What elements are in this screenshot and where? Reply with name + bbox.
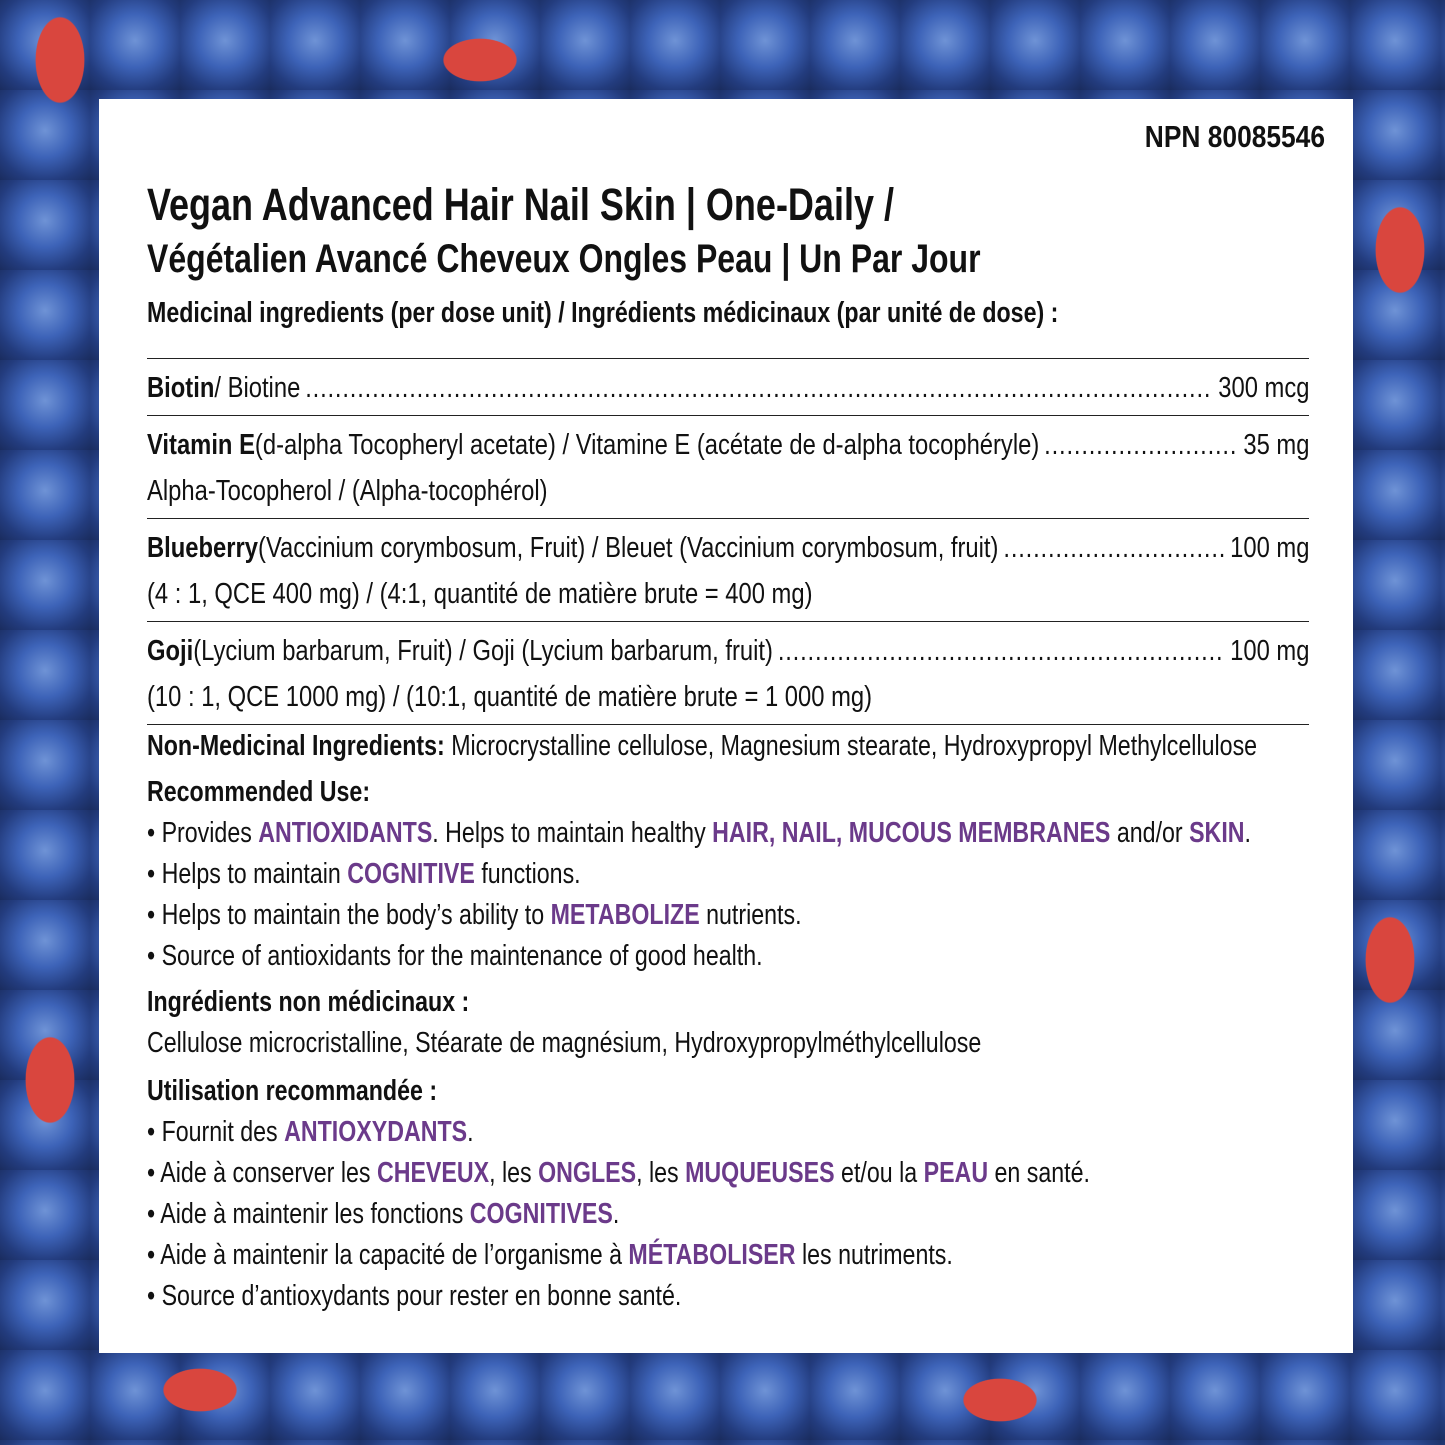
non-medicinal-fr-list: Cellulose microcristalline, Stéarate de …	[147, 1027, 982, 1059]
title-english: Vegan Advanced Hair Nail Skin | One-Dail…	[147, 179, 1309, 231]
bullet-text: . Helps to maintain healthy	[432, 817, 713, 849]
bullet-text: functions.	[474, 858, 581, 890]
ingredient-subline: (4 : 1, QCE 400 mg) / (4:1, quantité de …	[147, 571, 1309, 617]
recommended-list: • Provides ANTIOXIDANTS. Helps to mainta…	[147, 813, 1309, 977]
bullet-text: et/ou la	[834, 1157, 924, 1189]
recommended-bullet: • Aide à maintenir la capacité de l’orga…	[147, 1235, 1309, 1276]
non-medicinal-line: Non-Medicinal Ingredients: Microcrystall…	[147, 726, 1309, 767]
ingredient-line: Vitamin E (d-alpha Tocopheryl acetate) /…	[147, 422, 1309, 468]
recommended-fr-heading: Utilisation recommandée :	[147, 1075, 438, 1107]
bullet-text: and/or	[1110, 817, 1190, 849]
highlight-term: ANTIOXYDANTS	[284, 1116, 468, 1148]
ingredient-row: Blueberry (Vaccinium corymbosum, Fruit) …	[147, 519, 1309, 622]
ingredient-line: Biotin / Biotine 300 mcg	[147, 365, 1309, 411]
ingredient-row: Biotin / Biotine 300 mcg	[147, 359, 1309, 416]
ingredient-subline: (10 : 1, QCE 1000 mg) / (10:1, quantité …	[147, 674, 1309, 720]
recommended-bullet: • Aide à maintenir les fonctions COGNITI…	[147, 1194, 1309, 1235]
non-medicinal-label: Non-Medicinal Ingredients:	[147, 730, 445, 762]
bullet-text: • Aide à maintenir les fonctions	[147, 1198, 470, 1230]
recommended-bullet: • Helps to maintain the body’s ability t…	[147, 895, 1309, 936]
ingredient-subline: Alpha-Tocopherol / (Alpha-tocophérol)	[147, 468, 1309, 514]
ingredient-line-content: Blueberry (Vaccinium corymbosum, Fruit) …	[147, 525, 1309, 571]
highlight-term: ONGLES	[538, 1157, 637, 1189]
highlight-term: CHEVEUX	[376, 1157, 490, 1189]
bullet-text: • Source of antioxidants for the mainten…	[147, 940, 763, 972]
ingredient-line-content: Biotin / Biotine 300 mcg	[147, 365, 1309, 411]
title-french-text: Végétalien Avancé Cheveux Ongles Peau | …	[147, 237, 981, 281]
bullet-text: • Aide à conserver les	[147, 1157, 377, 1189]
highlight-term: COGNITIVE	[347, 858, 475, 890]
ingredient-detail: Alpha-Tocopherol / (Alpha-tocophérol)	[147, 475, 548, 507]
bullet-text: • Source d’antioxydants pour rester en b…	[147, 1280, 682, 1312]
ingredient-name: Biotin	[147, 372, 215, 404]
ingredient-dose: 300 mcg	[1218, 372, 1310, 404]
ingredient-name: Vitamin E	[147, 429, 255, 461]
highlight-term: MÉTABOLISER	[628, 1239, 796, 1271]
highlight-term: ANTIOXIDANTS	[258, 817, 433, 849]
ingredient-line-content: Vitamin E (d-alpha Tocopheryl acetate) /…	[147, 422, 1309, 468]
non-medicinal-list: Microcrystalline cellulose, Magnesium st…	[444, 730, 1258, 762]
bullet-text: nutrients.	[699, 899, 802, 931]
medicinal-heading-text: Medicinal ingredients (per dose unit) / …	[147, 297, 1059, 329]
bullet-text: • Provides	[147, 817, 259, 849]
highlight-term: METABOLIZE	[550, 899, 700, 931]
ingredient-line: Goji (Lycium barbarum, Fruit) / Goji (Ly…	[147, 628, 1309, 674]
ingredient-subline-content: Alpha-Tocopherol / (Alpha-tocophérol)	[147, 468, 1100, 514]
recommended-heading: Recommended Use:	[147, 776, 371, 808]
recommended-bullet: • Source d’antioxydants pour rester en b…	[147, 1276, 1309, 1317]
recommended-bullet: • Aide à conserver les CHEVEUX, les ONGL…	[147, 1153, 1309, 1194]
highlight-term: COGNITIVES	[469, 1198, 613, 1230]
ingredient-subline-content: (4 : 1, QCE 400 mg) / (4:1, quantité de …	[147, 571, 1100, 617]
ingredient-description: (Lycium barbarum, Fruit) / Goji (Lycium …	[193, 635, 773, 667]
ingredient-dose: 100 mg	[1230, 635, 1310, 667]
recommended-bullet: • Helps to maintain COGNITIVE functions.	[147, 854, 1309, 895]
ingredient-row: Vitamin E (d-alpha Tocopheryl acetate) /…	[147, 416, 1309, 519]
bullet-text: .	[612, 1198, 620, 1230]
bullet-text: • Aide à maintenir la capacité de l’orga…	[147, 1239, 629, 1271]
highlight-term: SKIN	[1189, 817, 1245, 849]
ingredient-name: Goji	[147, 635, 194, 667]
recommended-fr-list: • Fournit des ANTIOXYDANTS. • Aide à cons…	[147, 1112, 1309, 1317]
non-medicinal-fr-heading: Ingrédients non médicinaux :	[147, 986, 470, 1018]
bullet-text: .	[1244, 817, 1251, 849]
bullet-text: en santé.	[988, 1157, 1090, 1189]
leader-dots	[778, 628, 1225, 674]
title-english-text: Vegan Advanced Hair Nail Skin | One-Dail…	[147, 179, 894, 230]
bullet-text: , les	[636, 1157, 686, 1189]
ingredient-detail: (4 : 1, QCE 400 mg) / (4:1, quantité de …	[147, 578, 813, 610]
bullet-text: • Helps to maintain	[147, 858, 348, 890]
title-french: Végétalien Avancé Cheveux Ongles Peau | …	[147, 237, 1309, 282]
recommended-bullet: • Provides ANTIOXIDANTS. Helps to mainta…	[147, 813, 1309, 854]
bullet-text: , les	[489, 1157, 539, 1189]
ingredient-description: (Vaccinium corymbosum, Fruit) / Bleuet (…	[258, 532, 999, 564]
ingredient-row: Goji (Lycium barbarum, Fruit) / Goji (Ly…	[147, 622, 1309, 725]
ingredient-detail: (10 : 1, QCE 1000 mg) / (10:1, quantité …	[147, 681, 873, 713]
ingredient-dose: 35 mg	[1243, 429, 1310, 461]
leader-dots	[1003, 525, 1225, 571]
ingredient-subline-content: (10 : 1, QCE 1000 mg) / (10:1, quantité …	[147, 674, 1100, 720]
bullet-text: .	[467, 1116, 474, 1148]
bullet-text: • Helps to maintain the body’s ability t…	[147, 899, 551, 931]
ingredient-sections: Non-Medicinal Ingredients: Microcrystall…	[147, 726, 1309, 1317]
ingredient-line: Blueberry (Vaccinium corymbosum, Fruit) …	[147, 525, 1309, 571]
recommended-bullet: • Fournit des ANTIOXYDANTS.	[147, 1112, 1309, 1153]
bullet-text: • Fournit des	[147, 1116, 285, 1148]
leader-dots	[1044, 422, 1238, 468]
ingredient-name: Blueberry	[147, 532, 259, 564]
ingredient-dose: 100 mg	[1230, 532, 1310, 564]
recommended-bullet: • Source of antioxidants for the mainten…	[147, 936, 1309, 977]
ingredients-table: Biotin / Biotine 300 mcg Vitamin E (d-alph…	[147, 358, 1309, 725]
label-panel: NPN 80085546 Vegan Advanced Hair Nail Sk…	[99, 99, 1353, 1353]
ingredient-description: (d-alpha Tocopheryl acetate) / Vitamine …	[254, 429, 1040, 461]
highlight-term: PEAU	[923, 1157, 989, 1189]
highlight-term: HAIR, NAIL, MUCOUS MEMBRANES	[712, 817, 1111, 849]
highlight-term: MUQUEUSES	[685, 1157, 835, 1189]
ingredient-description: / Biotine	[214, 372, 301, 404]
medicinal-heading: Medicinal ingredients (per dose unit) / …	[147, 297, 1309, 330]
leader-dots	[305, 365, 1213, 411]
bullet-text: les nutriments.	[795, 1239, 953, 1271]
npn-number: NPN 80085546	[1144, 119, 1325, 154]
ingredient-line-content: Goji (Lycium barbarum, Fruit) / Goji (Ly…	[147, 628, 1309, 674]
